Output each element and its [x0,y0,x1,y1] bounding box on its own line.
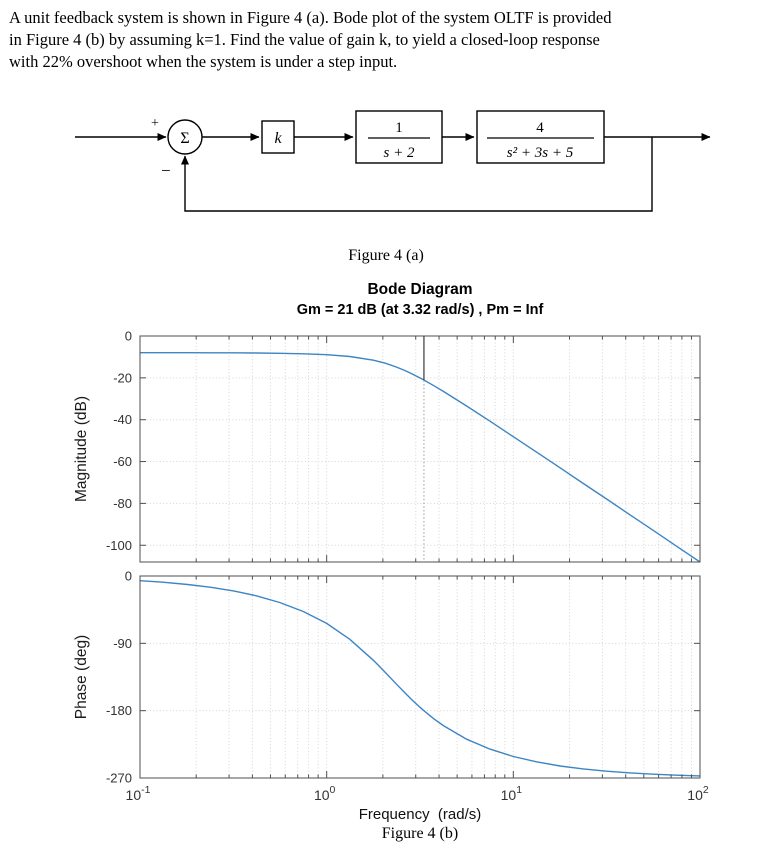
frequency-axis-label: Frequency (rad/s) [358,806,482,823]
figure-a-caption: Figure 4 (a) [348,247,424,264]
phase-axis-label: Phase (deg) [73,635,90,719]
document-page: A unit feedback system is shown in Figur… [0,0,772,842]
magnitude-curve [140,352,700,562]
magnitude-axis-label: Magnitude (dB) [73,396,90,502]
magnitude-ytick-label: -80 [113,496,132,511]
frequency-tick-label: 102 [687,784,709,803]
phase-curve [140,580,700,777]
frequency-tick-label: 10-1 [126,784,151,803]
bode-subtitle: Gm = 21 dB (at 3.32 rad/s) , Pm = Inf [296,302,544,318]
sum-symbol: Σ [180,130,189,147]
bode-title: Bode Diagram [367,281,473,298]
magnitude-ytick-label: 0 [125,329,132,344]
plus-sign: + [151,116,159,131]
feedback-path [181,137,653,212]
gain-label: k [274,130,282,147]
problem-line-2: in Figure 4 (b) by assuming k=1. Find th… [9,30,600,49]
magnitude-ytick-label: -20 [113,370,132,385]
figure-b-caption: Figure 4 (b) [381,825,459,842]
phase-ytick-label: 0 [125,569,132,584]
minus-sign: − [161,161,171,180]
bode-plot: 0 -20 -40 -60 -80 -100 Magnitude (dB) 0 -90 -180 -… [73,329,709,804]
bode-header: Bode Diagram Gm = 21 dB (at 3.32 rad/s) … [140,281,700,318]
magnitude-ytick-label: -40 [113,412,132,427]
frequency-tick-label: 100 [314,784,336,803]
phase-ytick-label: -180 [106,703,132,718]
tf1-denominator: s + 2 [384,145,415,161]
phase-ytick-label: -270 [106,771,132,786]
tf2-numerator: 4 [536,120,544,136]
magnitude-ytick-label: -60 [113,454,132,469]
frequency-tick-label: 101 [501,784,523,803]
problem-line-1: A unit feedback system is shown in Figur… [9,8,612,27]
magnitude-ytick-label: -100 [106,538,132,553]
tf1-numerator: 1 [395,120,403,136]
problem-line-3: with 22% overshoot when the system is un… [9,52,398,71]
phase-ytick-label: -90 [113,636,132,651]
block-diagram: Σ + − k 1 s + 2 4 s² + 3s + 5 [75,110,711,212]
tf2-denominator: s² + 3s + 5 [507,145,574,161]
problem-statement: A unit feedback system is shown in Figur… [0,0,772,73]
